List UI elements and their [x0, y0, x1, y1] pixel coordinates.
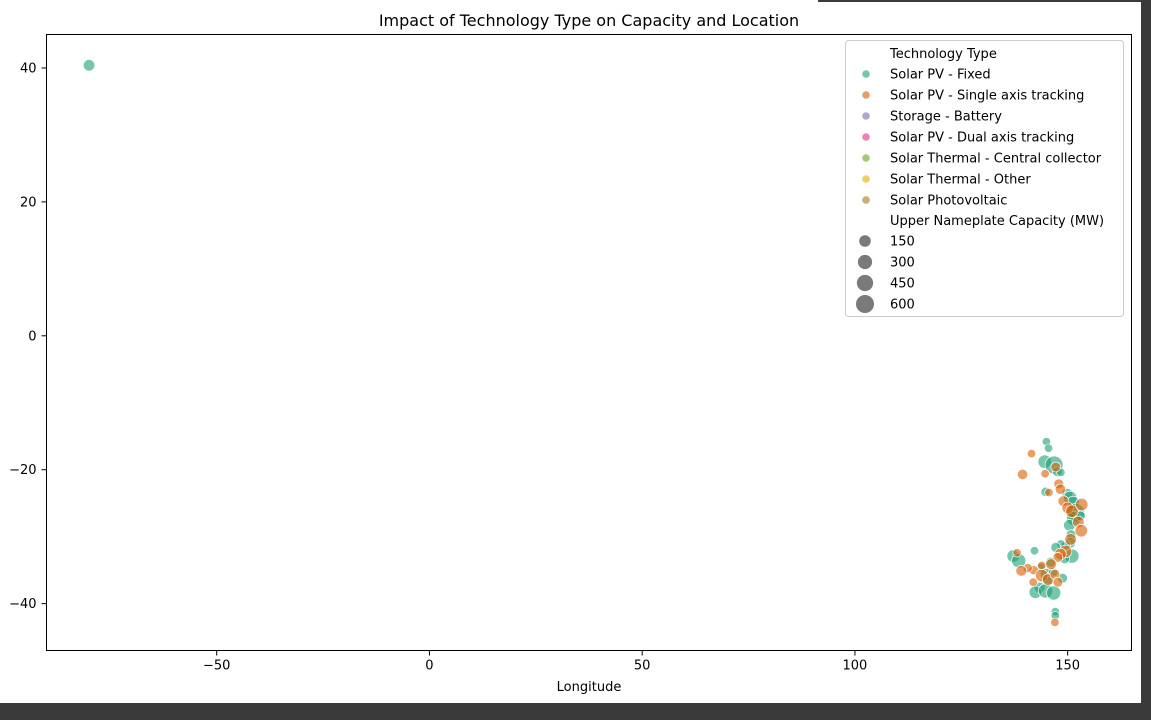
- legend-marker: [862, 175, 870, 183]
- plot-area: [46, 34, 1132, 651]
- x-axis-label: Longitude: [557, 680, 622, 695]
- legend-label: Solar Photovoltaic: [890, 194, 1007, 209]
- data-point: [1074, 524, 1088, 538]
- legend-label: Solar PV - Fixed: [890, 68, 991, 83]
- data-point: [1054, 483, 1067, 495]
- data-point: [1015, 565, 1028, 577]
- data-point: [1052, 552, 1064, 563]
- legend-marker: [862, 70, 870, 78]
- legend-size-label: 450: [890, 277, 915, 292]
- y-tick-label: 20: [20, 195, 37, 210]
- x-axis: −50 0 50 100 150: [203, 650, 1080, 674]
- data-point: [1043, 443, 1054, 453]
- data-point: [1040, 469, 1050, 479]
- chart-title: Impact of Technology Type on Capacity an…: [379, 11, 799, 30]
- y-tick-label: −20: [9, 463, 36, 478]
- legend-marker: [862, 112, 870, 120]
- window-edge-top: [818, 0, 1151, 2]
- x-tick-label: −50: [203, 659, 230, 674]
- legend-size-marker: [856, 274, 874, 292]
- window-edge-right: [1141, 0, 1151, 720]
- data-point: [1065, 504, 1079, 518]
- legend-size-marker: [859, 235, 871, 247]
- legend: Technology Type Solar PV - Fixed Solar PV…: [845, 40, 1124, 317]
- data-points: [82, 59, 1089, 627]
- data-point: [1044, 487, 1054, 498]
- legend-size-marker: [857, 254, 873, 270]
- data-point: [1026, 449, 1037, 459]
- legend-marker: [862, 133, 870, 141]
- legend-size-label: 300: [890, 256, 915, 271]
- legend-label: Solar PV - Dual axis tracking: [890, 131, 1074, 146]
- data-point: [1045, 558, 1057, 570]
- legend-hue-title: Technology Type: [889, 47, 997, 62]
- data-point: [1050, 617, 1060, 627]
- legend-label: Storage - Battery: [890, 110, 1002, 125]
- legend-size-label: 150: [890, 235, 915, 250]
- y-axis: 40 20 0 −20 −40: [9, 61, 47, 612]
- data-point: [1029, 546, 1040, 556]
- x-tick-label: 0: [425, 659, 433, 674]
- legend-size-label: 600: [890, 298, 915, 313]
- data-point: [82, 59, 96, 72]
- legend-marker: [862, 154, 870, 162]
- legend-marker: [862, 196, 870, 204]
- y-tick-label: 0: [28, 329, 36, 344]
- window-edge-bottom: [0, 703, 1151, 720]
- data-point: [1046, 585, 1062, 601]
- legend-size-title: Upper Nameplate Capacity (MW): [890, 214, 1104, 229]
- data-point: [1064, 533, 1077, 546]
- x-tick-label: 50: [634, 659, 651, 674]
- data-point: [1028, 577, 1038, 587]
- data-point: [1037, 560, 1047, 571]
- legend-label: Solar Thermal - Other: [890, 173, 1031, 188]
- legend-marker: [862, 91, 870, 99]
- y-tick-label: −40: [9, 597, 36, 612]
- data-point: [1050, 461, 1062, 473]
- y-tick-label: 40: [20, 61, 37, 76]
- legend-label: Solar PV - Single axis tracking: [890, 89, 1084, 104]
- data-point: [1052, 576, 1064, 588]
- data-point: [1012, 548, 1022, 558]
- x-tick-label: 150: [1055, 659, 1080, 674]
- x-tick-label: 100: [843, 659, 868, 674]
- data-point: [1017, 468, 1029, 480]
- data-point: [1075, 497, 1089, 512]
- legend-size-marker: [856, 295, 874, 313]
- legend-label: Solar Thermal - Central collector: [890, 152, 1102, 167]
- legend-box: [845, 40, 1124, 317]
